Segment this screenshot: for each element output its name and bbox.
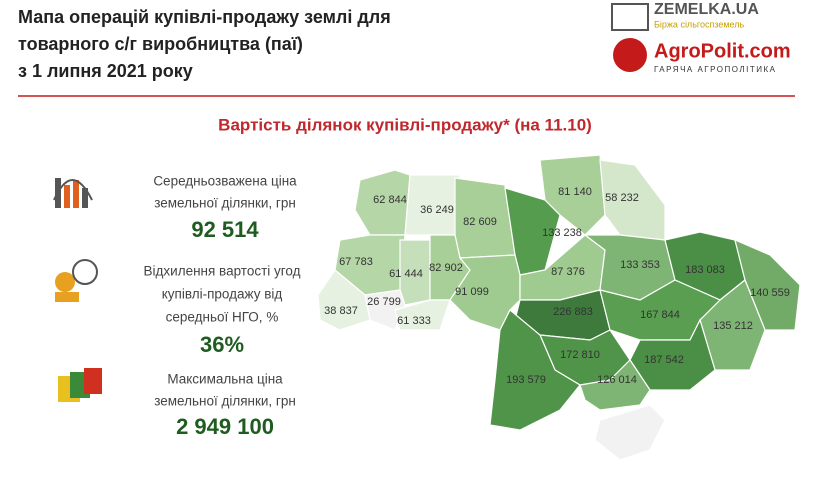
map: 62 844 36 249 82 609 133 238 81 140 58 2… [317,154,801,461]
region-label: 38 837 [324,305,358,317]
region-label: 135 212 [713,320,753,332]
region-label: 226 883 [553,306,593,318]
stat-icon [53,178,93,208]
region-label: 133 238 [542,227,582,239]
stat-label: Відхилення вартості угод [144,264,301,279]
title-line: товарного с/г виробництва (паї) [18,34,303,54]
stat-icon [58,368,102,402]
region-label: 58 232 [605,192,639,204]
stat-value: 2 949 100 [176,414,274,439]
stat-label: земельної ділянки, грн [154,196,296,211]
logo-icon [611,3,649,31]
region [579,359,651,411]
region-label: 187 542 [644,354,684,366]
stat-label: купівлі-продажу від [162,287,283,302]
region [594,404,666,461]
region-label: 82 609 [463,216,497,228]
stat-label: Середньозважена ціна [153,174,297,189]
region-label: 167 844 [640,309,680,321]
region [489,309,581,431]
logo-tagline: Біржа сільгоспземель [654,19,745,29]
logo-name: ZEMELKA.UA [654,1,759,18]
stat-label: Максимальна ціна [167,372,283,387]
region-label: 26 799 [367,296,401,308]
region-label: 133 353 [620,259,660,271]
logo-name: AgroPolit.com [654,40,791,62]
stat-label: середньої НГО, % [166,310,279,325]
region-label: 193 579 [506,374,546,386]
region-label: 82 902 [429,262,463,274]
region-label: 91 099 [455,286,489,298]
title-line: Мапа операцій купівлі-продажу землі для [18,7,391,27]
region-label: 126 014 [597,374,637,386]
logo-icon [613,38,647,72]
region-label: 172 810 [560,349,600,361]
logo-tagline: ГАРЯЧА АГРОПОЛІТИКА [654,65,777,74]
region [394,299,451,331]
region-label: 61 444 [389,268,423,280]
region-label: 67 783 [339,256,373,268]
region-label: 140 559 [750,287,790,299]
subtitle: Вартість ділянок купівлі-продажу* (на 11… [218,115,592,134]
stat-label: земельної ділянки, грн [154,394,296,409]
region-label: 81 140 [558,186,592,198]
region-label: 62 844 [373,194,407,206]
region-label: 61 333 [397,315,431,327]
stat-value: 92 514 [191,217,259,242]
region-label: 36 249 [420,204,454,216]
region-label: 87 376 [551,266,585,278]
stat-icon [55,259,98,302]
stat-value: 36% [200,332,244,357]
region [399,239,431,306]
region-label: 183 083 [685,264,725,276]
title-line: з 1 липня 2021 року [18,61,193,81]
